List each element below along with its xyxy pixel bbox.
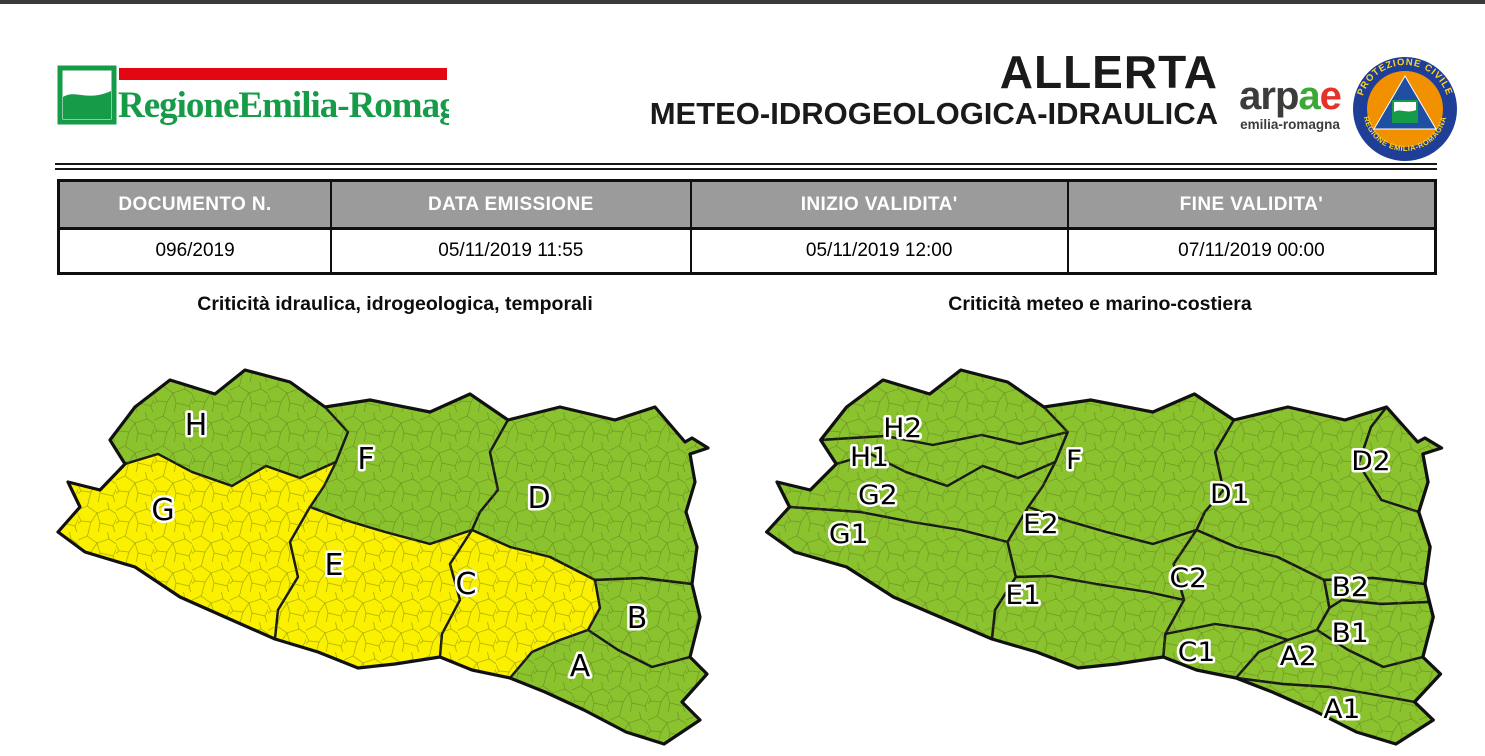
value-cell-inizio-validita: 05/11/2019 12:00 [689, 227, 1069, 275]
header-cell-data-emissione: DATA EMISSIONE [330, 179, 692, 230]
zone-label-D: D [527, 481, 550, 516]
zone-label-F: F [1066, 444, 1082, 475]
document-info-table: DOCUMENTO N. DATA EMISSIONE INIZIO VALID… [57, 179, 1437, 275]
arpae-letter-red: e [1319, 74, 1342, 118]
left-map-caption: Criticità idraulica, idrogeologica, temp… [197, 293, 593, 315]
zone-label-E2: E2 [1023, 508, 1059, 539]
header-cell-inizio-validita: INIZIO VALIDITA' [689, 179, 1069, 230]
zone-label-E1: E1 [1005, 579, 1041, 610]
municipality-texture-overlay [58, 370, 708, 744]
header-cell-fine-validita: FINE VALIDITA' [1066, 179, 1437, 230]
value-cell-documento: 096/2019 [57, 227, 333, 275]
zone-label-A1: A1 [1323, 693, 1360, 724]
right-map-caption: Criticità meteo e marino-costiera [948, 293, 1252, 315]
zone-label-C2: C2 [1170, 562, 1207, 593]
zone-label-H1: H1 [850, 441, 889, 472]
title-allerta: ALLERTA [999, 46, 1218, 98]
rer-logo-text: RegioneEmilia-Romagna [118, 85, 449, 126]
zone-label-D1: D1 [1210, 478, 1249, 509]
rer-logo-red-bar [119, 68, 447, 80]
document-title: ALLERTA METEO-IDROGEOLOGICA-IDRAULICA [650, 48, 1218, 132]
zone-label-C1: C1 [1178, 636, 1215, 667]
region-outline [765, 368, 1444, 746]
region-outline [56, 368, 710, 746]
arpae-letter-green: a [1298, 74, 1320, 118]
zone-label-B2: B2 [1332, 571, 1369, 602]
zone-label-F: F [357, 442, 374, 477]
regione-emilia-romagna-logo: RegioneEmilia-Romagna [57, 64, 495, 131]
zone-label-A: A [570, 649, 591, 684]
rer-logo-graphic: RegioneEmilia-Romagna [57, 65, 495, 126]
value-cell-data-emissione: 05/11/2019 11:55 [330, 227, 692, 275]
arpae-wordmark: arpae [1235, 76, 1345, 116]
title-subtitle: METEO-IDROGEOLOGICA-IDRAULICA [649, 96, 1218, 132]
pc-inner-wave-icon [1394, 110, 1416, 121]
zone-label-C: C [456, 567, 477, 602]
zone-label-A2: A2 [1280, 640, 1317, 671]
header-cell-documento: DOCUMENTO N. [57, 179, 333, 230]
arpae-letters-dark: arp [1239, 74, 1299, 118]
zone-label-H: H [185, 408, 208, 443]
zone-label-G2: G2 [858, 479, 898, 510]
arpae-logo: arpae emilia-romagna [1235, 76, 1345, 132]
info-table-value-row: 096/2019 05/11/2019 11:55 05/11/2019 12:… [57, 227, 1437, 275]
zone-label-G1: G1 [829, 518, 869, 549]
arpae-subtitle: emilia-romagna [1240, 117, 1340, 132]
value-cell-fine-validita: 07/11/2019 00:00 [1066, 227, 1437, 275]
protezione-civile-emblem: PROTEZIONE CIVILE REGIONE EMILIA-ROMAGNA [1353, 57, 1457, 161]
zone-label-H2: H2 [883, 412, 922, 443]
info-table-header-row: DOCUMENTO N. DATA EMISSIONE INIZIO VALID… [57, 179, 1437, 230]
window-top-edge [0, 0, 1485, 4]
zone-label-G: G [151, 493, 174, 528]
rer-logo-wave-icon [63, 91, 111, 119]
zone-label-B1: B1 [1332, 617, 1369, 648]
map-criticita-meteo: H2 H1 G2 G1 F E2 E1 D2 D1 C2 C1 B2 B1 A2… [765, 368, 1444, 746]
zone-label-D2: D2 [1351, 445, 1390, 476]
zone-label-B: B [627, 601, 648, 636]
map-criticita-idraulica: H F G D E C B A [56, 368, 710, 746]
header-divider-line [55, 163, 1437, 170]
protezione-civile-logo: PROTEZIONE CIVILE REGIONE EMILIA-ROMAGNA [1352, 56, 1458, 167]
zone-label-E: E [325, 548, 344, 583]
municipality-texture-overlay [766, 370, 1442, 744]
